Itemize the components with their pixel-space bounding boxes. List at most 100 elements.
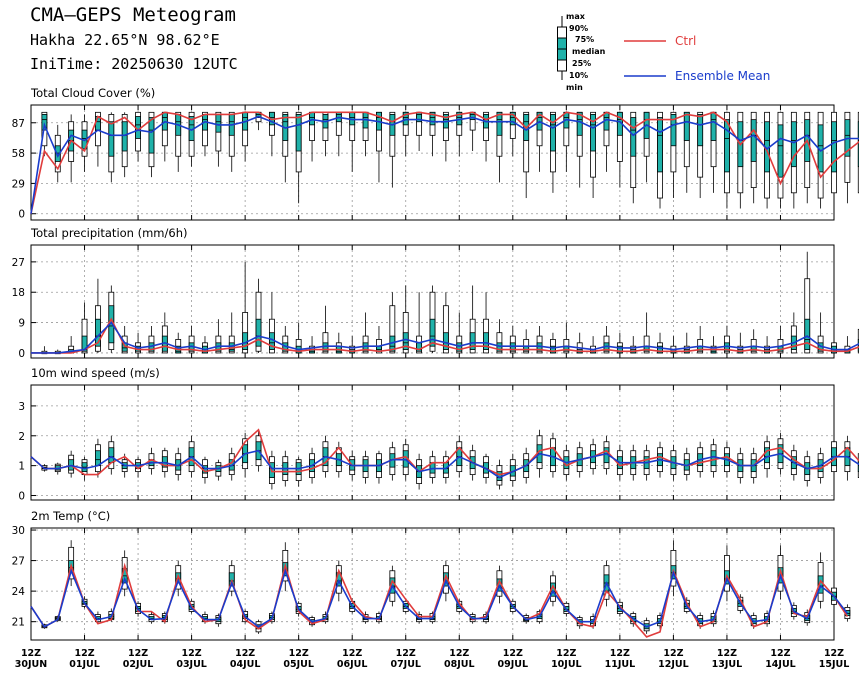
legend-box-label: 75% [575,35,594,44]
panel-title: 10m wind speed (m/s) [31,366,160,380]
x-tick-label-date: 10JUL [551,659,582,670]
box-outer [523,111,530,173]
box-inner [710,450,717,467]
box-inner [496,111,503,136]
box-inner [710,111,717,141]
box-inner [790,121,797,168]
legend-mean-label: Ensemble Mean [675,69,770,83]
x-tick-label-hour: 12Z [556,648,576,659]
box-inner [630,117,637,157]
box-inner [148,117,155,154]
box-inner [831,121,837,173]
x-tick-label-date: 04JUL [230,659,261,670]
box-outer [389,305,396,354]
x-tick-label-hour: 12Z [717,648,737,659]
box-inner [764,447,770,464]
x-tick-label-hour: 12Z [128,648,148,659]
x-tick-label-hour: 12Z [770,648,790,659]
legend-box-label: median [572,47,606,56]
y-tick-label: 0 [18,348,25,360]
box-inner [590,114,596,152]
box-inner [95,450,101,467]
box-inner [402,332,409,350]
y-tick-label: 0 [18,491,25,503]
box-inner [509,342,516,352]
x-tick-label-date: 03JUL [176,659,207,670]
x-tick-label-hour: 12Z [663,648,683,659]
box-inner [804,318,811,350]
x-tick-label-date: 01JUL [69,659,100,670]
y-tick-label: 9 [18,318,25,330]
box-series [41,429,859,490]
box-inner [121,121,128,152]
legend-box-label: min [566,83,583,92]
box-inner [750,119,757,162]
box-inner [496,342,503,352]
location-label: Hakha 22.65°N 98.62°E [30,31,220,49]
y-tick-label: 0 [18,209,25,221]
box-inner [576,111,583,136]
legend-ctrl-label: Ctrl [675,34,696,48]
box-inner [777,124,784,178]
y-tick-label: 18 [12,287,25,299]
box-inner [81,335,88,352]
ensemble-mean-line [31,321,859,354]
x-tick-label-date: 30JUN [15,659,47,670]
x-tick-label-hour: 12Z [342,648,362,659]
box-series [41,111,859,209]
x-tick-label-date: 12JUL [658,659,689,670]
panel-title: 2m Temp (°C) [31,509,110,523]
x-tick-label-date: 09JUL [498,659,529,670]
y-tick-label: 87 [12,118,25,130]
y-tick-label: 27 [12,257,25,269]
ctrl-line [31,317,859,354]
x-tick-label-date: 06JUL [337,659,368,670]
ctrl-line [30,111,859,214]
box-inner [309,111,315,126]
x-tick-label-hour: 12Z [21,648,41,659]
x-tick-label-hour: 12Z [235,648,255,659]
y-tick-label: 27 [12,556,25,568]
x-tick-label-date: 08JUL [444,659,475,670]
box-series [41,251,859,355]
box-inner [616,345,623,354]
x-tick-label-date: 05JUL [283,659,314,670]
panel-title: Total Cloud Cover (%) [30,86,155,100]
box-inner [456,342,463,352]
page-title: CMA—GEPS Meteogram [30,4,236,26]
x-tick-label-hour: 12Z [396,648,416,659]
legend-box-label: 10% [569,71,588,80]
ensemble-mean-line [30,449,859,479]
x-tick-label-hour: 12Z [74,648,94,659]
legend-box-label: max [566,12,586,21]
y-tick-label: 3 [18,401,25,413]
x-tick-label-date: 02JUL [123,659,154,670]
box-inner [509,111,516,126]
y-tick-label: 30 [12,525,25,537]
x-tick-label-hour: 12Z [503,648,523,659]
box-inner [483,332,489,350]
x-tick-label-hour: 12Z [449,648,469,659]
box-inner [724,119,730,173]
box-inner [657,345,663,354]
x-tick-label-date: 11JUL [605,659,636,670]
ctrl-line [30,428,859,476]
y-tick-label: 58 [12,148,25,160]
box-outer [442,305,449,354]
box-inner [670,114,677,147]
box-inner [469,332,476,350]
box-outer [804,278,811,354]
box-inner [550,345,556,354]
x-tick-label-hour: 12Z [610,648,630,659]
x-tick-label-date: 13JUL [712,659,743,670]
box-inner [429,111,436,126]
x-tick-label-hour: 12Z [289,648,309,659]
box-inner [429,318,436,347]
y-tick-label: 1 [18,461,25,473]
x-tick-label-hour: 12Z [824,648,844,659]
ensemble-mean-line [30,115,859,214]
x-tick-label-hour: 12Z [182,648,202,659]
box-inner [295,114,302,152]
box-inner [442,332,449,350]
